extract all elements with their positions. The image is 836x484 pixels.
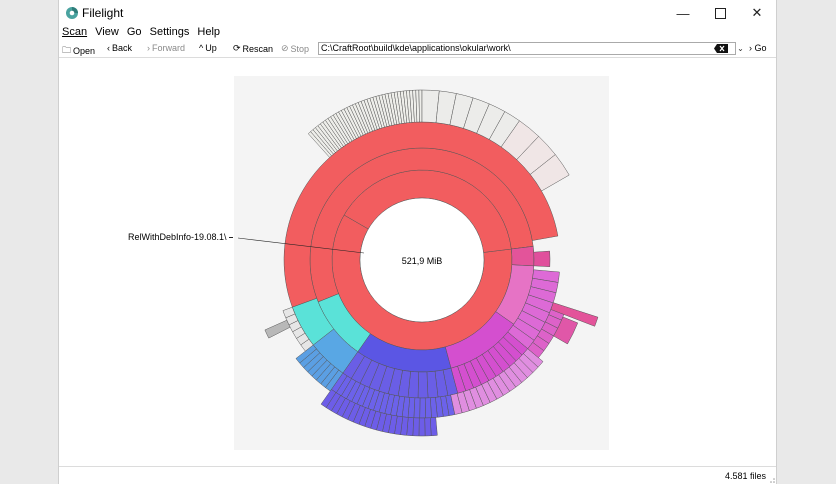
callout-line-ext xyxy=(229,237,233,238)
segment-ring4-light[interactable] xyxy=(450,393,463,415)
filelight-window: Filelight — ✕ Scan View Go Settings Help… xyxy=(58,0,777,484)
toolbar-divider xyxy=(59,57,776,58)
back-label: Back xyxy=(112,43,133,53)
file-count: 4.581 files xyxy=(724,471,766,481)
minimize-icon: — xyxy=(676,5,690,21)
path-input[interactable]: C:\CraftRoot\build\kde\applications\okul… xyxy=(318,42,736,55)
callout-label: RelWithDebInfo-19.08.1\ xyxy=(128,232,227,242)
status-bar: 4.581 files xyxy=(59,466,776,484)
forward-arrow-icon: › xyxy=(147,43,150,53)
segment-ring2-pink[interactable] xyxy=(511,246,535,267)
resize-grip-icon[interactable] xyxy=(767,475,775,483)
segment-ring4-indigo[interactable] xyxy=(424,397,432,419)
menu-view[interactable]: View xyxy=(95,26,119,38)
back-arrow-icon: ‹ xyxy=(107,43,110,53)
segment-ring3-indigo[interactable] xyxy=(417,371,429,399)
stop-label: Stop xyxy=(290,43,310,54)
radial-map-canvas: 521,9 MiB xyxy=(234,76,609,450)
maximize-button[interactable] xyxy=(700,3,740,23)
menu-go[interactable]: Go xyxy=(126,26,142,38)
segment-ring4-indigo[interactable] xyxy=(419,397,426,419)
menu-settings[interactable]: Settings xyxy=(149,26,190,38)
menu-scan[interactable]: Scan xyxy=(62,26,88,38)
up-arrow-icon: ^ xyxy=(199,43,204,53)
segment-pink-block[interactable] xyxy=(533,250,551,267)
segment-ring4-pink[interactable] xyxy=(527,342,545,359)
stop-icon: ⊘ xyxy=(281,43,289,53)
up-button[interactable]: ^ Up xyxy=(199,43,217,53)
center-hole[interactable] xyxy=(359,197,485,323)
go-arrow-icon: › xyxy=(749,43,752,53)
segment-outer-gray[interactable] xyxy=(418,89,423,123)
segment-spike-pink[interactable] xyxy=(550,302,599,327)
forward-label: Forward xyxy=(152,43,186,53)
segment-ring4-gray[interactable] xyxy=(282,306,296,319)
segment-spike-gray[interactable] xyxy=(264,319,291,339)
menu-bar: Scan View Go Settings Help xyxy=(59,26,776,41)
window-title: Filelight xyxy=(82,6,124,20)
forward-button[interactable]: › Forward xyxy=(147,43,185,53)
rescan-label: Rescan xyxy=(242,43,274,54)
segment-ring5-pink[interactable] xyxy=(553,316,579,345)
chevron-down-icon[interactable]: ⌄ xyxy=(737,44,744,53)
open-button[interactable]: 🗀 Open xyxy=(62,43,95,59)
center-size-label: 521,9 MiB xyxy=(402,256,443,266)
stop-button[interactable]: ⊘ Stop xyxy=(281,43,309,54)
maximize-icon xyxy=(714,7,726,19)
filelight-app-icon xyxy=(66,7,78,19)
back-button[interactable]: ‹ Back xyxy=(107,43,132,53)
refresh-icon: ⟳ xyxy=(233,43,241,53)
segment-ring3-red[interactable] xyxy=(283,121,559,308)
menu-help[interactable]: Help xyxy=(197,26,221,38)
segment-outer-gray[interactable] xyxy=(529,154,570,192)
up-label: Up xyxy=(205,43,217,53)
close-icon: ✕ xyxy=(751,5,763,20)
title-bar: Filelight — ✕ xyxy=(59,0,776,26)
toolbar: 🗀 Open ‹ Back › Forward ^ Up ⟳ Rescan ⊘ … xyxy=(59,41,776,57)
go-button[interactable]: › Go xyxy=(749,43,767,53)
folder-icon: 🗀 xyxy=(62,45,72,55)
segment-ring5-indigo[interactable] xyxy=(418,417,426,437)
rescan-button[interactable]: ⟳ Rescan xyxy=(233,43,273,54)
close-button[interactable]: ✕ xyxy=(737,3,777,23)
radial-map[interactable]: 521,9 MiB xyxy=(234,76,609,450)
go-label: Go xyxy=(754,43,767,53)
minimize-button[interactable]: — xyxy=(663,3,703,23)
clear-text-icon[interactable] xyxy=(714,44,728,53)
segment-ring5-indigo[interactable] xyxy=(424,417,432,437)
segment-ring5-indigo[interactable] xyxy=(430,417,438,437)
open-label: Open xyxy=(73,46,96,56)
callout-line xyxy=(237,237,365,254)
